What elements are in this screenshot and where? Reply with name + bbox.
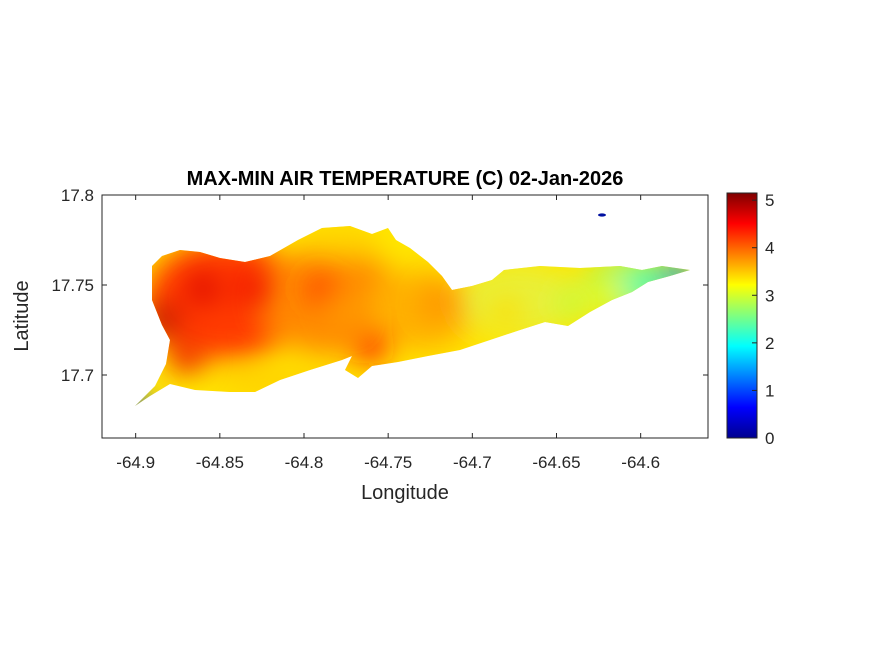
colorbar-tick-label: 1 [765, 381, 774, 400]
x-tick-label: -64.65 [532, 453, 580, 472]
x-tick-label: -64.85 [196, 453, 244, 472]
x-axis: -64.9 -64.85 -64.8 -64.75 -64.7 -64.65 -64.6 [116, 195, 660, 472]
colorbar-tick-label: 2 [765, 334, 774, 353]
x-tick-label: -64.8 [285, 453, 324, 472]
y-axis: 17.7 17.75 17.8 [51, 186, 708, 385]
colorbar [726, 192, 758, 439]
hotspot [170, 341, 203, 373]
colorbar-tick-label: 3 [765, 286, 774, 305]
colorbar-tick-label: 5 [765, 191, 774, 210]
x-tick-label: -64.9 [116, 453, 155, 472]
y-axis-label: Latitude [11, 280, 33, 351]
hotspot [557, 287, 590, 319]
x-tick-label: -64.7 [453, 453, 492, 472]
x-tick-label: -64.75 [364, 453, 412, 472]
hotspot [187, 272, 219, 305]
colorbar-tick-label: 4 [765, 239, 774, 258]
hotspot [237, 272, 270, 305]
blob-west-hot [145, 240, 305, 360]
colorbar-ticks: 0 1 2 3 4 5 [752, 191, 774, 448]
y-tick-label: 17.8 [61, 186, 94, 205]
y-tick-label: 17.75 [51, 276, 94, 295]
colorbar-tick-label: 0 [765, 429, 774, 448]
x-axis-label: Longitude [361, 482, 449, 504]
hotspot [330, 296, 363, 328]
x-tick-label: -64.6 [621, 453, 660, 472]
hotspot [304, 272, 337, 305]
blob-east [460, 265, 580, 335]
map-title: MAX-MIN AIR TEMPERATURE (C) 02-Jan-2026 [187, 168, 624, 190]
hotspot [422, 287, 455, 319]
y-tick-label: 17.7 [61, 366, 94, 385]
blob-coast-north [300, 226, 380, 258]
hotspot [490, 296, 522, 328]
offshore-cay [598, 213, 606, 217]
hotspot [355, 332, 388, 364]
